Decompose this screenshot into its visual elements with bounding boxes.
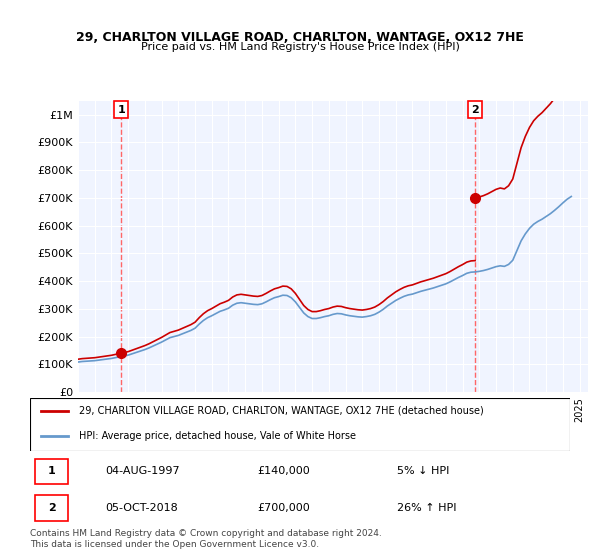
FancyBboxPatch shape bbox=[30, 398, 570, 451]
Text: 29, CHARLTON VILLAGE ROAD, CHARLTON, WANTAGE, OX12 7HE (detached house): 29, CHARLTON VILLAGE ROAD, CHARLTON, WAN… bbox=[79, 406, 484, 416]
Text: 26% ↑ HPI: 26% ↑ HPI bbox=[397, 503, 457, 513]
Text: 5% ↓ HPI: 5% ↓ HPI bbox=[397, 466, 449, 477]
Text: 29, CHARLTON VILLAGE ROAD, CHARLTON, WANTAGE, OX12 7HE: 29, CHARLTON VILLAGE ROAD, CHARLTON, WAN… bbox=[76, 31, 524, 44]
Text: 04-AUG-1997: 04-AUG-1997 bbox=[106, 466, 180, 477]
Text: 1: 1 bbox=[48, 466, 55, 477]
Text: 05-OCT-2018: 05-OCT-2018 bbox=[106, 503, 178, 513]
Text: HPI: Average price, detached house, Vale of White Horse: HPI: Average price, detached house, Vale… bbox=[79, 431, 356, 441]
Text: £700,000: £700,000 bbox=[257, 503, 310, 513]
Text: £140,000: £140,000 bbox=[257, 466, 310, 477]
Text: 2: 2 bbox=[471, 105, 479, 115]
Text: Price paid vs. HM Land Registry's House Price Index (HPI): Price paid vs. HM Land Registry's House … bbox=[140, 42, 460, 52]
Text: 2: 2 bbox=[48, 503, 55, 513]
FancyBboxPatch shape bbox=[35, 459, 68, 484]
FancyBboxPatch shape bbox=[35, 495, 68, 521]
Text: Contains HM Land Registry data © Crown copyright and database right 2024.
This d: Contains HM Land Registry data © Crown c… bbox=[30, 529, 382, 549]
Text: 1: 1 bbox=[117, 105, 125, 115]
